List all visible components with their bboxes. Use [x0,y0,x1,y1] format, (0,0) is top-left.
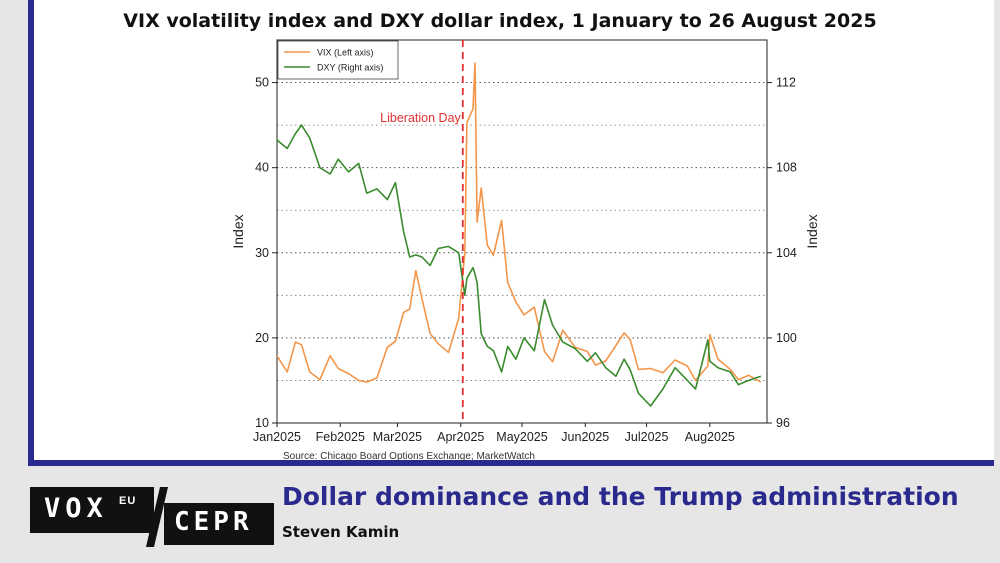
y-left-tick-label: 30 [255,246,269,260]
axes [276,39,768,424]
logo-slash [146,487,168,547]
y-left-tick-label: 50 [255,76,269,90]
cepr-logo: CEPR [164,503,274,545]
series-lines [276,62,762,407]
liberation-day-label: Liberation Day [380,111,461,125]
legend-label-dxy: DXY (Right axis) [317,63,383,73]
x-tick-label: Apr2025 [437,430,484,444]
legend-label-vix: VIX (Left axis) [317,48,374,58]
chart-svg: 10 20 30 40 50 96 100 104 108 112 Jan2025 Feb2025 Ma… [230,39,820,444]
chart-panel [28,0,994,466]
x-tick-label: May2025 [496,430,547,444]
x-tick-label: Feb2025 [316,430,365,444]
x-tick-label: Jan2025 [253,430,301,444]
logo-vox-text: VOX [44,493,108,524]
y-right-axis-label: Index [804,214,820,248]
x-tick-label: Aug2025 [685,430,735,444]
voxeu-logo: VOX EU [30,487,154,533]
y-left-tick-label: 10 [255,416,269,430]
annotation: Liberation Day [380,40,464,423]
y-right-tick-label: 96 [776,416,790,430]
y-left-axis-label: Index [230,214,246,248]
y-right-tick-label: 112 [776,76,796,90]
y-right-tick-label: 108 [776,161,797,175]
x-tick-label: Mar2025 [373,430,422,444]
y-left-tick-label: 20 [255,331,269,345]
x-tick-label: Jun2025 [561,430,609,444]
legend: VIX (Left axis) DXY (Right axis) [277,40,399,80]
dxy-series-line [276,124,762,407]
plot-frame [276,39,768,424]
vix-series-line [276,62,762,383]
x-tick-label: Jul2025 [625,430,669,444]
logo-cepr-text: CEPR [174,507,253,537]
article-headline[interactable]: Dollar dominance and the Trump administr… [282,482,959,511]
ticks: 10 20 30 40 50 96 100 104 108 112 Jan2025 Feb2025 Ma… [230,76,820,444]
y-right-tick-label: 104 [776,246,797,260]
y-right-tick-label: 100 [776,331,797,345]
source-note: Source: Chicago Board Options Exchange; … [283,451,535,462]
logo-eu-text: EU [119,495,137,507]
article-author: Steven Kamin [282,523,400,541]
chart-title: VIX volatility index and DXY dollar inde… [123,10,877,32]
legend-box [277,40,399,80]
grid [277,82,767,381]
y-left-tick-label: 40 [255,161,269,175]
